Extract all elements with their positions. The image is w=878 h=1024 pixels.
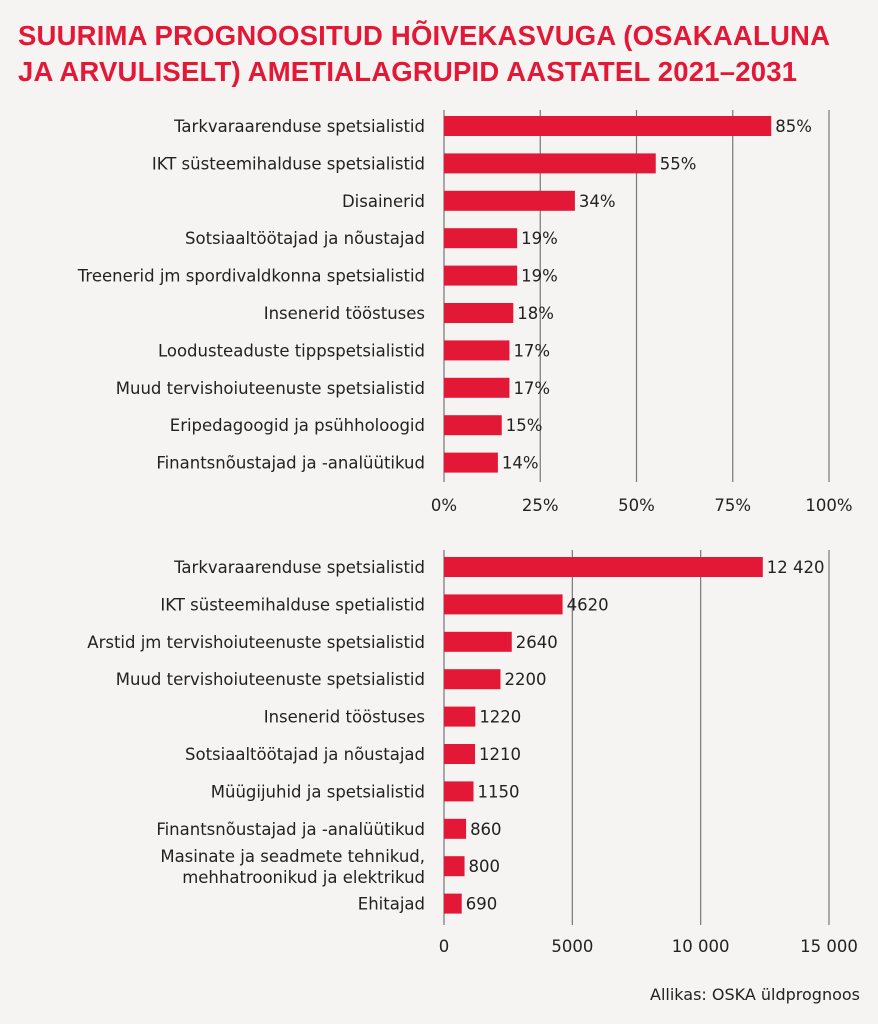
x-tick-label: 25% <box>522 496 559 515</box>
value-label: 17% <box>513 379 550 398</box>
bar <box>444 669 501 690</box>
bar <box>444 594 563 615</box>
value-label: 4620 <box>567 595 609 614</box>
category-label: Loodusteaduste tippspetsialistid <box>158 341 425 360</box>
category-label: Muud tervishoiuteenuste spetsialistid <box>116 379 425 398</box>
value-label: 15% <box>506 416 543 435</box>
bar <box>444 116 772 136</box>
category-label: Arstid jm tervishoiuteenuste spetsialist… <box>87 633 425 652</box>
bar <box>444 415 502 436</box>
x-tick-label: 0 <box>439 937 450 956</box>
category-label: Disainerid <box>342 192 425 211</box>
value-label: 85% <box>775 117 812 136</box>
x-tick-label: 50% <box>618 496 655 515</box>
value-label: 860 <box>470 820 502 839</box>
bar <box>444 818 467 839</box>
bar <box>444 557 763 577</box>
bar <box>444 228 518 249</box>
category-label: IKT süsteemihalduse spetsialistid <box>152 154 425 173</box>
category-label: Müügijuhid ja spetsialistid <box>211 782 425 801</box>
value-label: 14% <box>502 454 539 473</box>
chart-title: SUURIMA PROGNOOSITUD HÕIVEKASVUGA (OSAKA… <box>18 18 868 90</box>
category-label: Eripedagoogid ja psühholoogid <box>170 416 425 435</box>
title-line-1: SUURIMA PROGNOOSITUD HÕIVEKASVUGA (OSAKA… <box>18 20 831 51</box>
x-tick-label: 5000 <box>551 937 593 956</box>
category-label: mehhatroonikud ja elektrikud <box>182 868 425 887</box>
category-label: Tarkvaraarenduse spetsialistid <box>173 117 425 136</box>
value-label: 1150 <box>478 782 520 801</box>
value-label: 1220 <box>479 708 521 727</box>
chart-1: 0% 25% 50% 75% 100% 85% Tarkvaraarenduse spets… <box>77 110 853 515</box>
bar <box>444 631 512 652</box>
category-label: Tarkvaraarenduse spetsialistid <box>173 558 425 577</box>
value-label: 1210 <box>479 745 521 764</box>
chart-2: 0 5000 10 000 15 000 12 420 Tarkvaraarenduse … <box>87 550 858 956</box>
x-tick-label: 75% <box>714 496 751 515</box>
x-tick-label: 15 000 <box>800 937 858 956</box>
category-label: Sotsiaaltöötajad ja nõustajad <box>185 229 425 248</box>
bar <box>444 190 575 211</box>
category-label: Muud tervishoiuteenuste spetsialistid <box>116 670 425 689</box>
value-label: 17% <box>513 341 550 360</box>
value-label: 12 420 <box>767 558 825 577</box>
bar <box>444 153 656 174</box>
value-label: 34% <box>579 192 616 211</box>
bar <box>444 452 498 473</box>
title-line-2: JA ARVULISELT) AMETIALAGRUPID AASTATEL 2… <box>18 56 798 87</box>
category-label: Finantsnõustajad ja -analüütikud <box>156 820 425 839</box>
value-label: 2200 <box>504 670 546 689</box>
x-tick-label: 10 000 <box>672 937 730 956</box>
category-label: IKT süsteemihalduse spetialistid <box>160 595 425 614</box>
x-tick-label: 100% <box>805 496 852 515</box>
value-label: 55% <box>660 154 697 173</box>
bar <box>444 265 518 286</box>
bar <box>444 377 510 398</box>
value-label: 2640 <box>516 633 558 652</box>
category-label: Masinate ja seadmete tehnikud, <box>160 847 425 866</box>
value-label: 690 <box>466 895 498 914</box>
category-label: Insenerid tööstuses <box>264 708 425 727</box>
bar <box>444 893 462 914</box>
bar <box>444 744 476 764</box>
source-note: Allikas: OSKA üldprognoos <box>650 985 860 1004</box>
value-label: 19% <box>521 267 558 286</box>
x-tick-label: 0% <box>431 496 457 515</box>
value-label: 18% <box>517 304 554 323</box>
value-label: 19% <box>521 229 558 248</box>
bar <box>444 303 514 323</box>
bar <box>444 856 465 877</box>
value-label: 800 <box>469 857 501 876</box>
bar <box>444 781 474 802</box>
category-label: Insenerid tööstuses <box>264 304 425 323</box>
bar <box>444 340 510 361</box>
category-label: Ehitajad <box>358 895 425 914</box>
bar <box>444 706 476 727</box>
category-label: Finantsnõustajad ja -analüütikud <box>156 454 425 473</box>
category-label: Treenerid jm spordivaldkonna spetsialist… <box>77 267 425 286</box>
category-label: Sotsiaaltöötajad ja nõustajad <box>185 745 425 764</box>
